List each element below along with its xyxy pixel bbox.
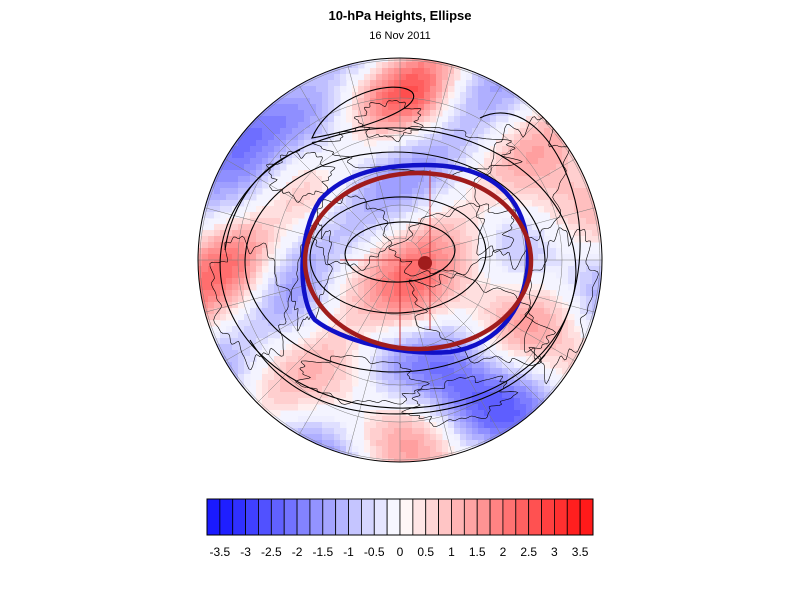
height-contour (311, 86, 415, 139)
height-contour (344, 221, 456, 283)
height-contour (249, 339, 546, 415)
meridian-line (345, 58, 395, 239)
colorbar-box (296, 498, 311, 536)
meridian-line (418, 270, 582, 366)
meridian-line (251, 111, 385, 245)
red-ellipse (302, 170, 534, 352)
colorbar-tick-label: -1 (343, 545, 354, 559)
colorbar-box (515, 498, 530, 536)
meridian-line (405, 58, 455, 239)
colorbar-box (348, 498, 362, 536)
meridian-line (218, 154, 382, 250)
meridian-line (410, 278, 506, 442)
coastline (266, 151, 336, 203)
colorbar-box (386, 498, 401, 536)
lat-lon-grid (198, 58, 602, 462)
colorbar-box (219, 498, 234, 536)
colorbar-box (232, 498, 247, 536)
colorbar-box (360, 498, 375, 536)
coastline (295, 355, 430, 405)
height-contours (219, 86, 581, 415)
colorbar-tick-label: -0.5 (364, 545, 385, 559)
coastline (473, 116, 570, 270)
polar-map (197, 57, 603, 463)
coastline (388, 202, 516, 277)
colorbar-tick-label: 0 (397, 545, 404, 559)
coastlines (209, 100, 599, 427)
colorbar-tick-label: -1.5 (312, 545, 333, 559)
colorbar-tick-label: -2.5 (261, 545, 282, 559)
meridian-line (218, 270, 382, 366)
colorbar-box (566, 498, 581, 536)
colorbar-tick-label: -2 (292, 545, 303, 559)
colorbar-box (476, 498, 491, 536)
coastline (401, 375, 519, 427)
meridian-line (251, 275, 385, 409)
colorbar-box (412, 498, 427, 536)
plot-date: 16 Nov 2011 (369, 30, 431, 42)
colorbar-tick-label: 1.5 (469, 545, 486, 559)
colorbar-box (451, 498, 465, 536)
ellipse-center-marker (418, 256, 432, 270)
colorbar-box (258, 498, 272, 536)
colorbar-box (399, 498, 414, 536)
colorbar-box (463, 498, 478, 536)
colorbar-box (373, 498, 388, 536)
colorbar-tick-label: 3 (551, 545, 558, 559)
colorbar-tick-label: -3.5 (210, 545, 231, 559)
meridian-line (421, 205, 602, 255)
colorbar-box (309, 498, 324, 536)
meridian-line (421, 265, 602, 315)
colorbar-box (245, 498, 259, 536)
colorbar-box (528, 498, 542, 536)
meridian-line (198, 265, 379, 315)
colorbar-box (502, 498, 517, 536)
height-contour (479, 112, 581, 361)
coastline (353, 100, 424, 143)
colorbar-box (541, 498, 555, 536)
coastline (408, 272, 557, 367)
colorbar-tick-label: 0.5 (417, 545, 434, 559)
plot-title: 10-hPa Heights, Ellipse (328, 8, 472, 23)
meridian-line (294, 278, 390, 442)
colorbar-tick-label: 3.5 (572, 545, 589, 559)
colorbar-box (425, 498, 440, 536)
colorbar-box (270, 498, 285, 536)
globe-outline (197, 57, 603, 463)
colorbar-box (438, 498, 452, 536)
colorbar-tick-label: 2 (500, 545, 507, 559)
colorbar-box (489, 498, 504, 536)
meridian-line (345, 281, 395, 462)
colorbar-tick-label: 2.5 (520, 545, 537, 559)
vortex-ellipses (300, 162, 534, 355)
meridian-line (410, 78, 506, 242)
colorbar-box (579, 498, 594, 536)
colorbar-box (335, 498, 349, 536)
height-contour (224, 149, 301, 251)
colorbar-box (283, 498, 298, 536)
colorbar-box (206, 498, 221, 536)
colorbar-tick-label: -3 (240, 545, 251, 559)
height-contour (219, 127, 577, 409)
height-contour (309, 196, 487, 314)
coastline (209, 235, 291, 370)
colorbar-boxes (206, 498, 594, 536)
coastline (523, 227, 599, 385)
colorbar-tick-label: 1 (448, 545, 455, 559)
colorbar-frame (206, 498, 594, 536)
colorbar-box (322, 498, 337, 536)
colorbar-box (554, 498, 568, 536)
meridian-line (198, 205, 379, 255)
height-contour (244, 151, 546, 373)
colorbar-labels: -3.5 -3 -2.5 -2 -1.5 -1 -0.5 0 0.5 1 1.5 2 2.5 3 3.5 (210, 545, 589, 559)
